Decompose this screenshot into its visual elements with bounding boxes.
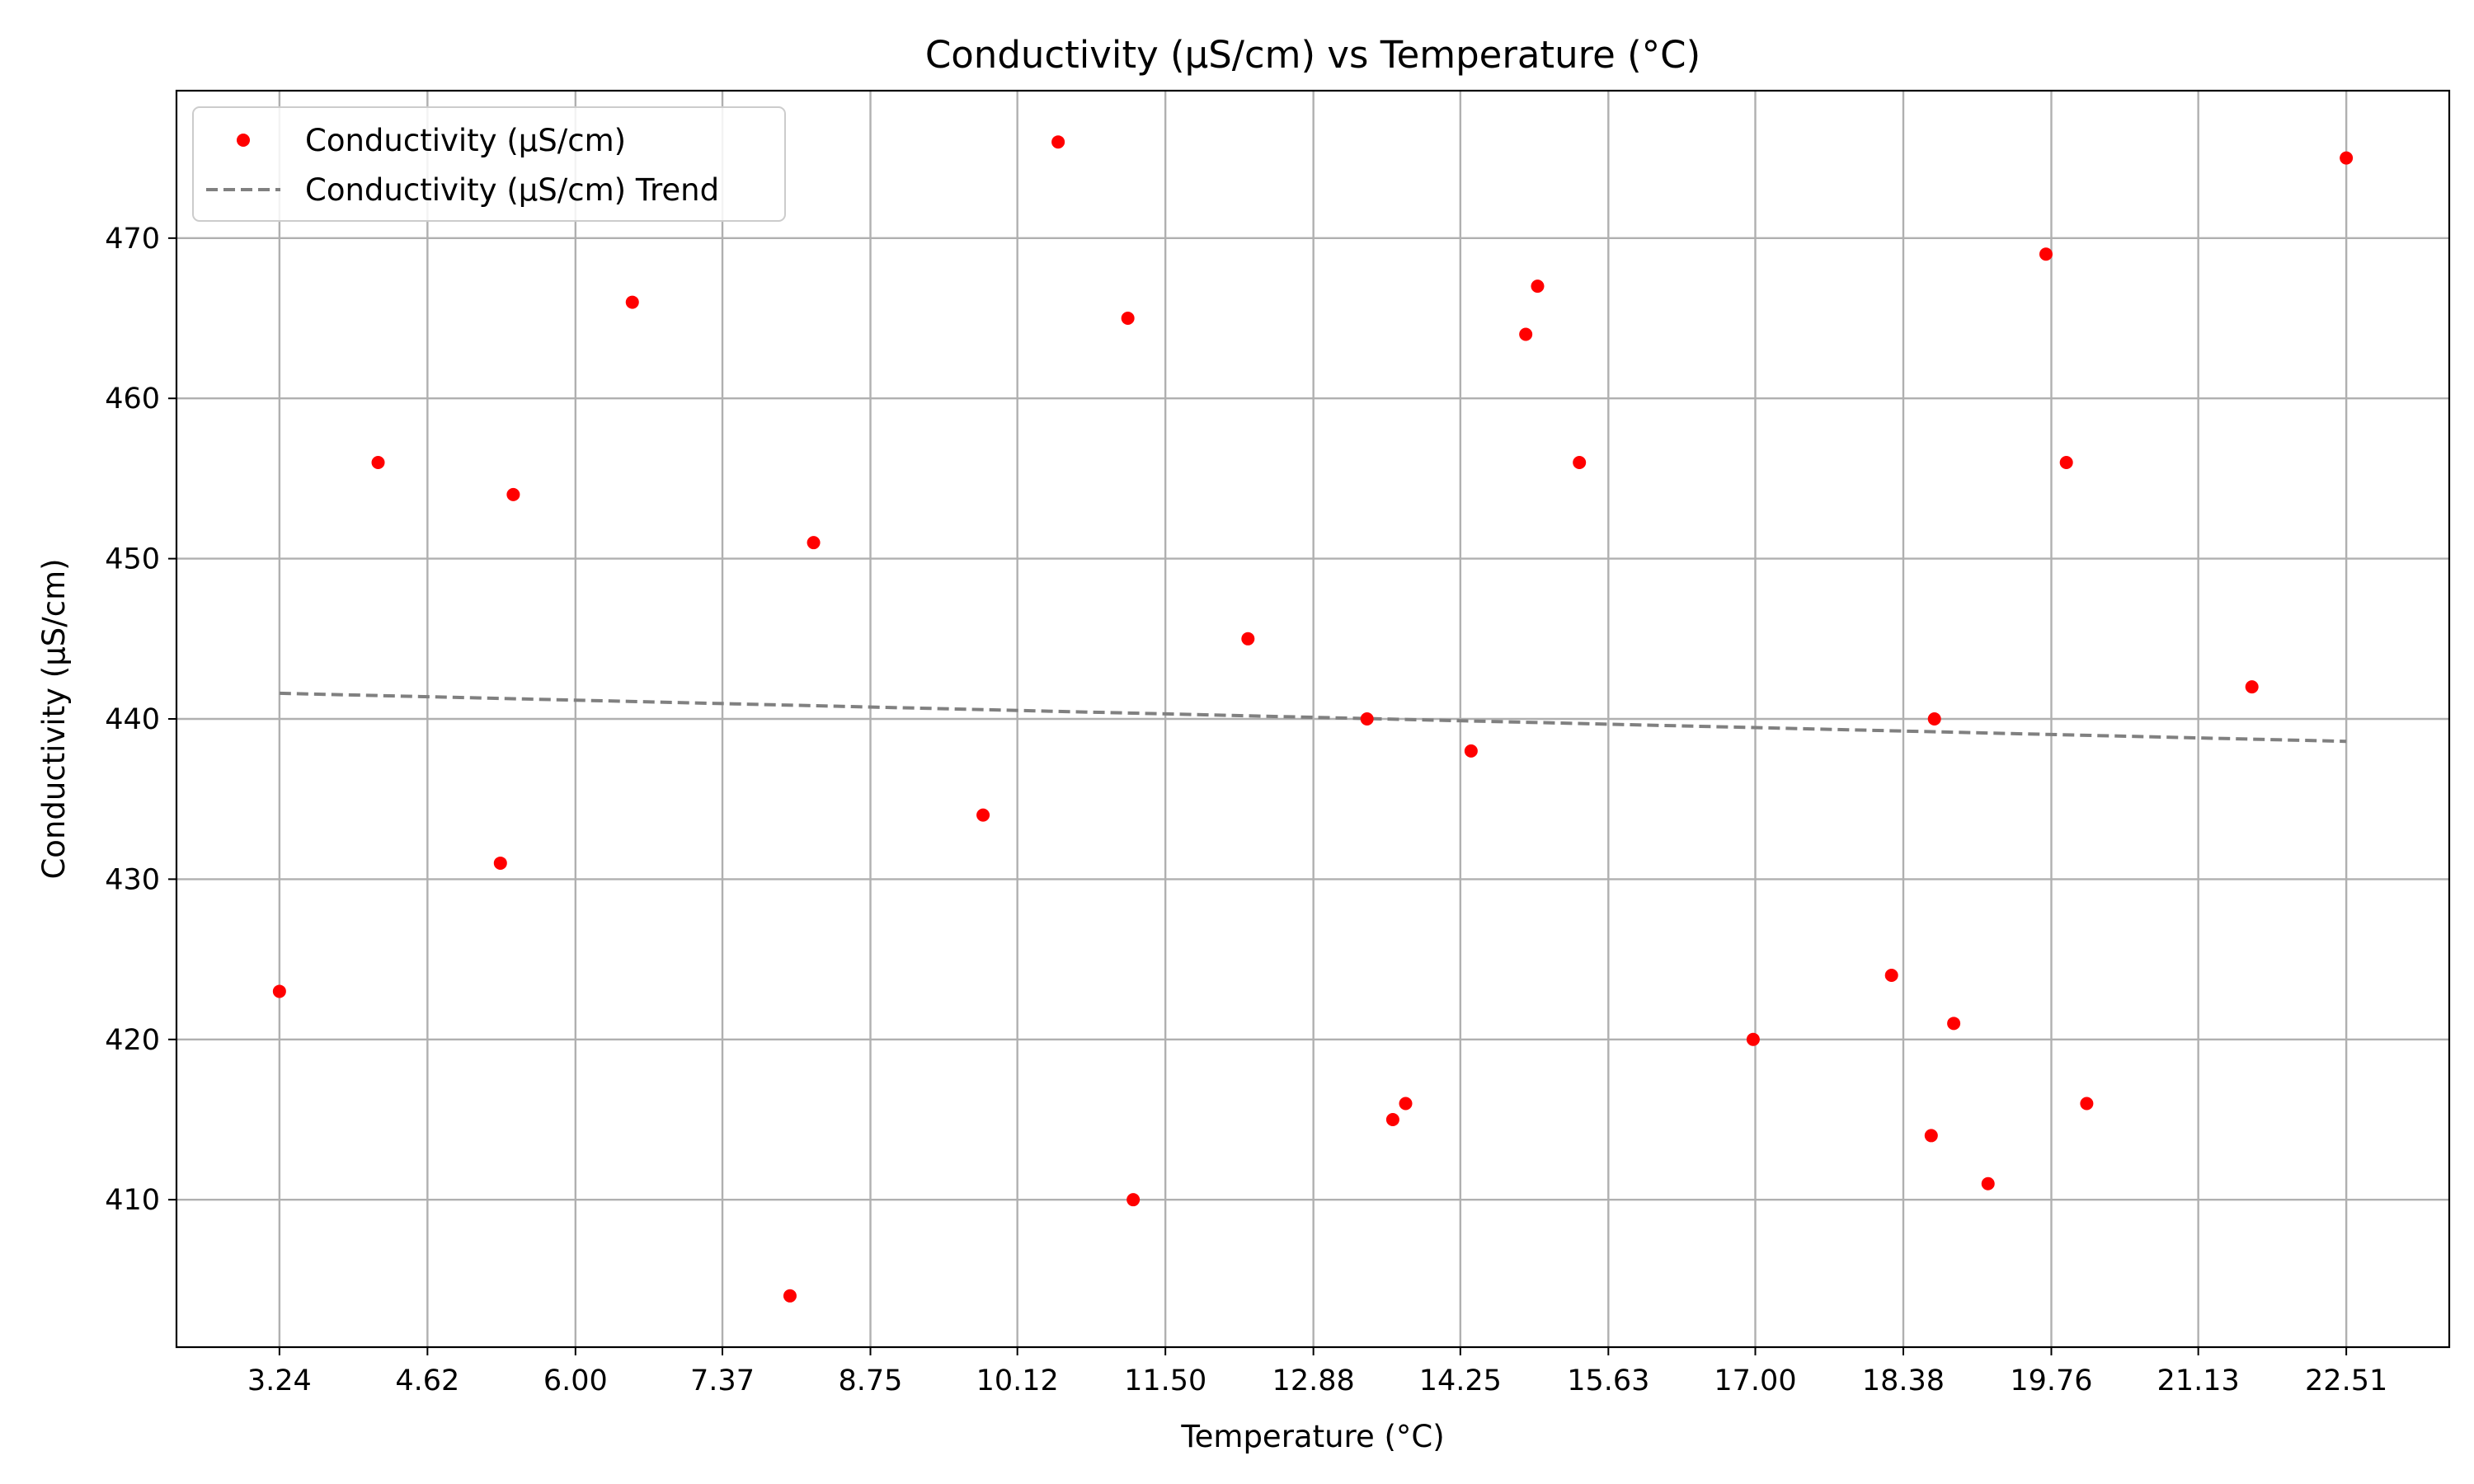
x-tick-label: 21.13	[2157, 1364, 2240, 1397]
scatter-point	[506, 487, 520, 501]
x-tick-label: 14.25	[1419, 1364, 1502, 1397]
scatter-point	[1924, 1129, 1938, 1143]
scatter-point	[272, 984, 286, 998]
scatter-point	[1531, 279, 1545, 294]
legend: Conductivity (µS/cm) Conductivity (µS/cm…	[192, 106, 786, 222]
x-tick-label: 7.37	[690, 1364, 755, 1397]
scatter-point	[976, 808, 990, 822]
gridlines	[176, 91, 2449, 1347]
x-tick-label: 4.62	[395, 1364, 459, 1397]
x-axis-label: Temperature (°C)	[1180, 1419, 1444, 1454]
x-tick-label: 3.24	[247, 1364, 312, 1397]
y-tick-label: 410	[105, 1184, 160, 1217]
y-tick-label: 440	[105, 703, 160, 736]
scatter-point	[1241, 632, 1255, 646]
x-tick-label: 8.75	[839, 1364, 903, 1397]
scatter-points	[272, 135, 2354, 1303]
scatter-point	[371, 455, 385, 469]
scatter-point	[1360, 712, 1374, 726]
scatter-point	[1399, 1097, 1413, 1111]
scatter-point	[1126, 1193, 1141, 1207]
scatter-point	[2080, 1097, 2094, 1111]
chart-title: Conductivity (µS/cm) vs Temperature (°C)	[925, 33, 1700, 77]
x-tick-label: 12.88	[1272, 1364, 1355, 1397]
scatter-point	[783, 1289, 797, 1303]
trend-line	[279, 691, 2347, 744]
scatter-point	[1746, 1032, 1760, 1046]
x-tick-label: 18.38	[1862, 1364, 1945, 1397]
scatter-point	[625, 295, 639, 309]
scatter-point	[807, 536, 821, 550]
x-tick-label: 19.76	[2010, 1364, 2092, 1397]
scatter-point	[1464, 744, 1478, 758]
x-tick-label: 15.63	[1567, 1364, 1649, 1397]
scatter-point	[2340, 151, 2354, 165]
legend-label-trend: Conductivity (µS/cm) Trend	[305, 172, 719, 208]
y-tick-label: 470	[105, 223, 160, 256]
x-tick-label: 17.00	[1714, 1364, 1796, 1397]
scatter-point	[1981, 1176, 1995, 1190]
legend-box	[192, 106, 786, 222]
y-tick-label: 460	[105, 383, 160, 416]
x-tick-label: 11.50	[1124, 1364, 1206, 1397]
scatter-point	[493, 856, 507, 870]
trend-layer	[279, 691, 2347, 744]
scatter-point	[1385, 1112, 1399, 1126]
y-tick-label: 420	[105, 1024, 160, 1057]
scatter-point	[1519, 327, 1533, 341]
scatter-point	[1121, 312, 1135, 326]
x-tick-label: 22.51	[2305, 1364, 2387, 1397]
scatter-point	[2059, 455, 2073, 469]
legend-marker-conductivity	[237, 134, 250, 147]
y-tick-label: 450	[105, 543, 160, 576]
scatter-point	[1051, 135, 1065, 149]
x-tick-label: 6.00	[543, 1364, 608, 1397]
y-axis-label: Conductivity (µS/cm)	[36, 558, 72, 879]
scatter-point	[2245, 680, 2259, 694]
y-tick-label: 430	[105, 863, 160, 896]
scatter-point	[1947, 1017, 1961, 1031]
y-axis-ticks: 410 420 430 440 450 460 470	[105, 223, 176, 1217]
x-axis-ticks: 3.24 4.62 6.00 7.37 8.75 10.12 11.50 12.88 14.25…	[247, 1347, 2387, 1397]
scatter-point	[2039, 247, 2053, 261]
scatter-point	[1884, 969, 1898, 983]
legend-label-conductivity: Conductivity (µS/cm)	[305, 123, 626, 158]
scatter-point	[1573, 455, 1587, 469]
x-tick-label: 10.12	[976, 1364, 1059, 1397]
scatter-point	[1927, 712, 1941, 726]
